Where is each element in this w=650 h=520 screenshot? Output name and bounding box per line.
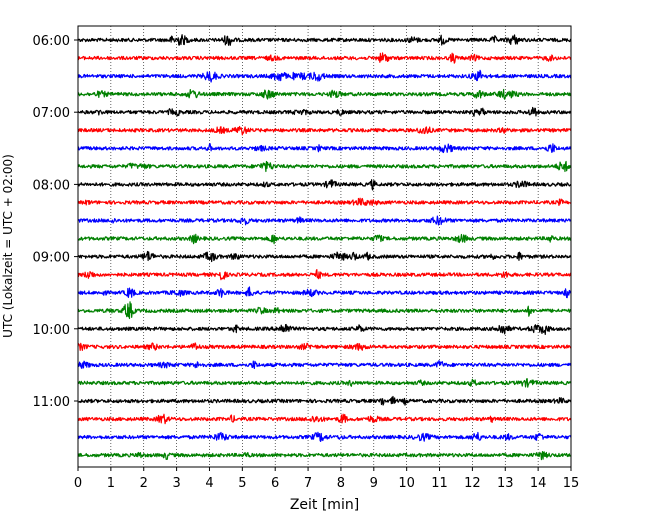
plot-background: [78, 26, 571, 467]
y-tick-label: 10:00: [33, 323, 70, 338]
seismic-trace: [77, 250, 572, 263]
seismic-trace: [77, 450, 572, 461]
x-tick-label: 3: [172, 476, 180, 491]
seismic-trace: [77, 413, 572, 425]
x-axis-label: Zeit [min]: [290, 497, 359, 513]
x-tick-label: 12: [464, 476, 481, 491]
seismic-trace: [77, 160, 572, 173]
x-tick-label: 13: [497, 476, 514, 491]
x-tick-label: 11: [431, 476, 448, 491]
seismic-trace: [77, 286, 572, 299]
seismic-trace: [77, 395, 572, 406]
y-axis-label: UTC (Lokalzeit = UTC + 02:00): [1, 154, 15, 338]
seismic-trace: [77, 179, 572, 191]
seismic-trace: [77, 215, 572, 226]
x-tick-label: 0: [74, 476, 82, 491]
x-axis: 0 1 2 3 4 5 6 7 8 9 10 11 12 13 14 15: [74, 467, 579, 491]
seismic-trace: [77, 34, 572, 46]
y-tick-label: 11:00: [33, 395, 70, 410]
seismic-trace: [77, 431, 572, 442]
x-tick-label: 15: [563, 476, 580, 491]
y-tick-label: 09:00: [33, 251, 70, 266]
plot-frame: [77, 25, 572, 468]
trace-group: [77, 34, 572, 461]
x-tick-label: 1: [107, 476, 115, 491]
x-tick-label: 8: [337, 476, 345, 491]
seismic-trace: [77, 378, 572, 388]
x-tick-label: 7: [304, 476, 312, 491]
seismic-trace: [77, 106, 572, 117]
seismic-trace: [77, 269, 572, 281]
x-tick-label: 2: [140, 476, 148, 491]
seismic-trace: [77, 197, 572, 207]
seismic-trace: [77, 301, 572, 320]
x-tick-label: 10: [398, 476, 415, 491]
y-tick-label: 08:00: [33, 178, 70, 193]
seismic-trace: [77, 360, 572, 370]
seismic-trace: [77, 125, 572, 136]
x-tick-label: 9: [370, 476, 378, 491]
seismic-trace: [77, 342, 572, 351]
y-tick-label: 06:00: [33, 34, 70, 49]
seismic-trace: [77, 69, 572, 83]
y-tick-label: 07:00: [33, 106, 70, 121]
seismic-trace: [77, 88, 572, 100]
x-tick-label: 5: [238, 476, 246, 491]
seismic-trace: [77, 52, 572, 64]
seismic-trace: [77, 323, 572, 336]
x-tick-label: 4: [205, 476, 213, 491]
y-axis: 06:00 07:00 08:00 09:00 10:00 11:00: [33, 34, 78, 410]
x-tick-label: 14: [530, 476, 547, 491]
seismic-trace: [77, 233, 572, 245]
x-tick-label: 6: [271, 476, 279, 491]
seismic-trace: [77, 143, 572, 154]
